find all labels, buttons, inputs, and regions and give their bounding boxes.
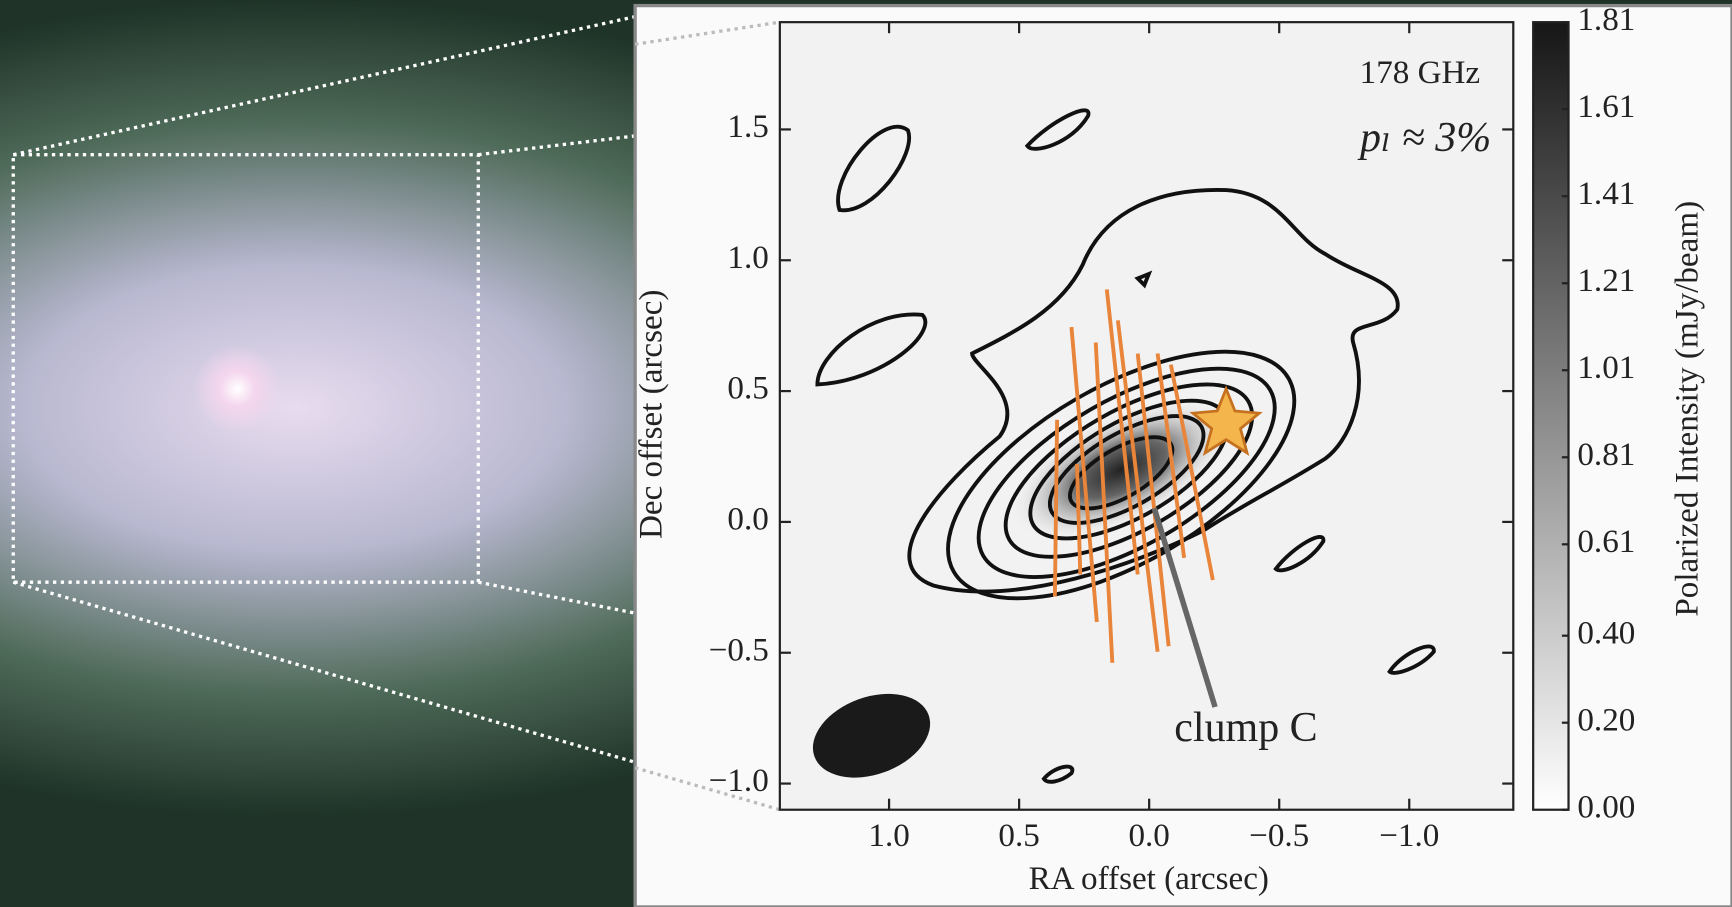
intensity-peak: [1008, 397, 1234, 542]
y-tick-label: 1.5: [727, 108, 768, 145]
colorbar-tick-label: 0.61: [1577, 523, 1635, 560]
colorbar-tick-label: 1.61: [1577, 88, 1635, 125]
y-tick-label: 0.5: [727, 370, 768, 407]
fraction-label: pₗ ≈ 3%: [1357, 115, 1491, 161]
colorbar-tick-label: 1.81: [1577, 1, 1635, 38]
feature-label: clump C: [1174, 705, 1317, 751]
y-axis-label: Dec offset (arcsec): [633, 290, 670, 540]
pointer-line: [1151, 507, 1218, 708]
x-tick-label: 0.0: [1128, 817, 1169, 854]
bright-source: [193, 344, 282, 434]
star-marker: [1189, 385, 1263, 457]
colorbar-tick-label: 0.40: [1577, 614, 1635, 651]
x-tick-label: −1.0: [1379, 817, 1439, 854]
x-tick-label: 0.5: [998, 817, 1039, 854]
colorbar-tick-label: 1.21: [1577, 262, 1635, 299]
colorbar-tick-label: 0.81: [1577, 436, 1635, 473]
colorbar-tick-label: 1.41: [1577, 175, 1635, 212]
zoom-lines: [634, 20, 781, 812]
x-tick-label: −0.5: [1249, 817, 1309, 854]
y-tick-label: −0.5: [709, 631, 769, 668]
beam: [812, 693, 931, 778]
colorbar: [1532, 21, 1570, 811]
zoom-box: [11, 15, 636, 764]
y-tick-label: −1.0: [709, 762, 769, 799]
colorbar-tick-label: 0.00: [1577, 788, 1635, 825]
x-axis-label: RA offset (arcsec): [1029, 860, 1269, 897]
colorbar-tick-label: 1.01: [1577, 349, 1635, 386]
x-tick-label: 1.0: [868, 817, 909, 854]
frequency-label: 178 GHz: [1360, 54, 1481, 91]
y-tick-label: 0.0: [727, 501, 768, 538]
polarization-vectors: [1052, 289, 1215, 663]
y-tick-label: 1.0: [727, 239, 768, 276]
colorbar-tick-label: 0.20: [1577, 701, 1635, 738]
colorbar-label: Polarized Intensity (mJy/beam): [1669, 201, 1706, 617]
